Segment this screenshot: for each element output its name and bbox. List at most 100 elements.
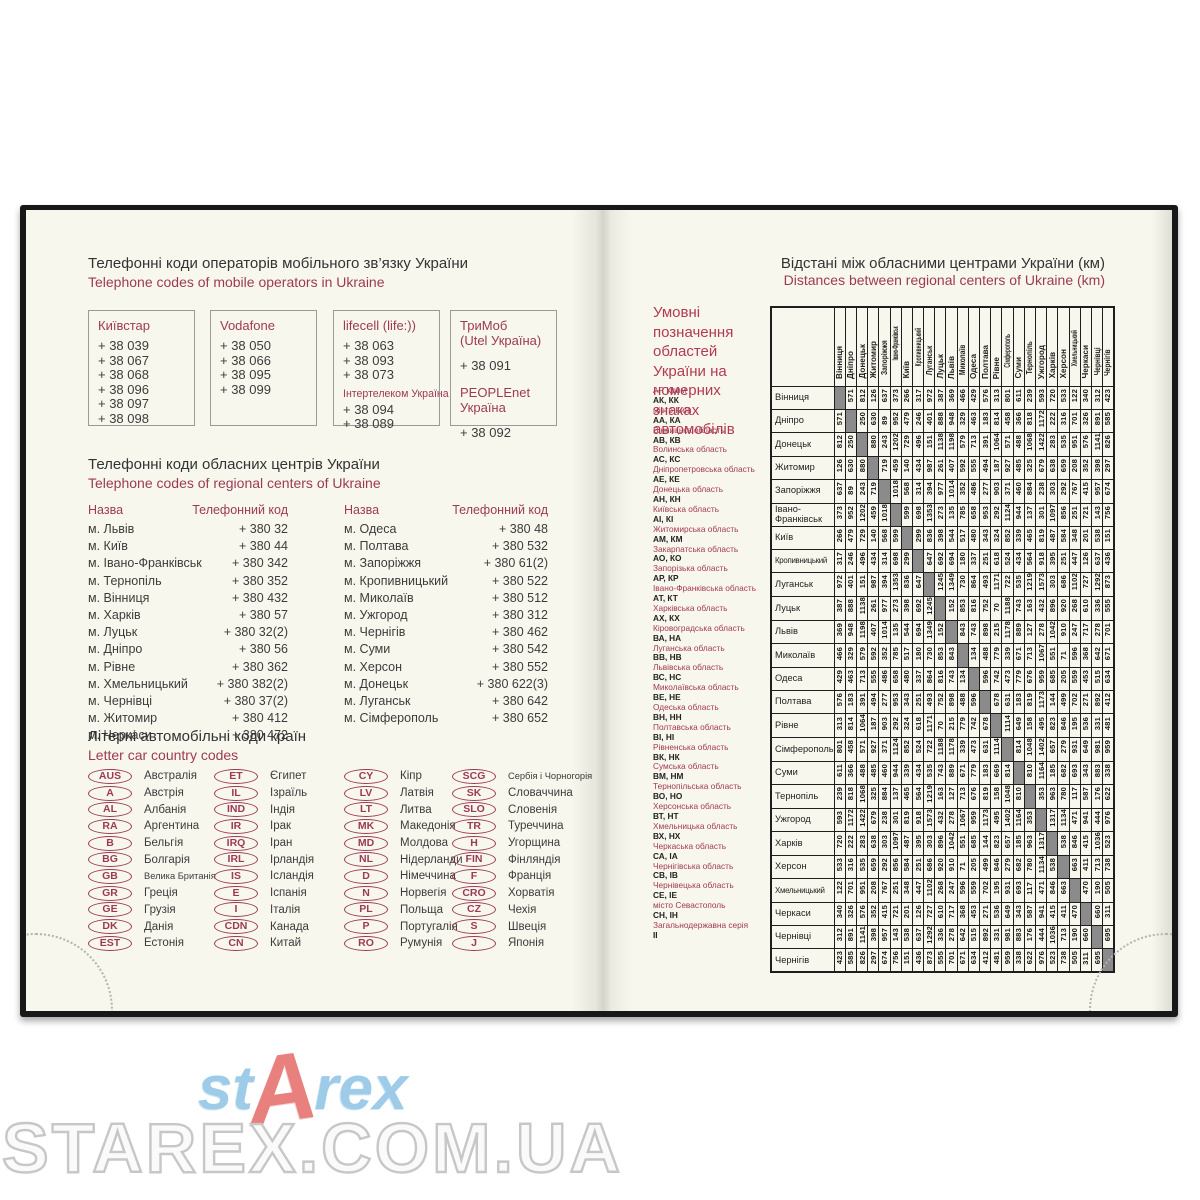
- distance-value: 1102: [924, 879, 934, 897]
- country-code-oval: SLO: [452, 802, 496, 818]
- matrix-distance-cell: 368: [956, 901, 969, 926]
- matrix-row-label: Харків: [770, 831, 835, 857]
- distance-value: 311: [1103, 904, 1113, 918]
- matrix-distance-cell: 311: [1079, 948, 1092, 973]
- matrix-distance-cell: 366: [1012, 408, 1025, 434]
- matrix-distance-cell: 918: [1034, 549, 1048, 574]
- matrix-distance-cell: 201: [1079, 526, 1092, 551]
- matrix-distance-cell: 135: [945, 502, 958, 528]
- country-code-row: CY Кіпр: [344, 768, 463, 785]
- matrix-distance-cell: 1018: [889, 478, 902, 504]
- matrix-distance-cell: 277: [878, 690, 891, 715]
- operator-phone-code: + 38 096: [98, 381, 149, 397]
- matrix-distance-cell: 336: [934, 924, 947, 950]
- matrix-column-header-label: Вінниця: [835, 345, 845, 379]
- distance-value: 592: [868, 646, 878, 660]
- matrix-distance-cell: 801: [1001, 385, 1014, 410]
- matrix-distance-cell: 814: [844, 713, 857, 738]
- city-phone-code: + 380 382(2): [216, 676, 288, 691]
- matrix-distance-cell: 176: [1090, 783, 1104, 809]
- matrix-distance-cell: 466: [833, 643, 846, 669]
- distance-value: 517: [902, 646, 912, 660]
- city-name: м. Тернопіль: [88, 573, 162, 588]
- distance-value: 630: [846, 458, 856, 472]
- legend-plate-codes: СВ, ІВ: [653, 870, 678, 881]
- matrix-distance-cell: 1173: [979, 807, 992, 833]
- distance-value: 555: [1103, 599, 1113, 613]
- matrix-distance-cell: 126: [867, 385, 880, 410]
- matrix-distance-cell: 89: [844, 478, 857, 504]
- country-code-row: I Італія: [214, 902, 314, 919]
- name-column-header: Назва: [344, 503, 380, 517]
- distance-value: 823: [1047, 716, 1057, 730]
- distance-value: 717: [947, 904, 957, 918]
- distance-value: 618: [991, 552, 1001, 566]
- distance-value: 515: [1092, 669, 1102, 684]
- matrix-distance-cell: 261: [934, 455, 947, 480]
- operator-phone-code: + 38 099: [220, 381, 271, 397]
- distance-value: 398: [935, 529, 945, 543]
- legend-plate-codes: ВМ, НМ: [653, 771, 684, 782]
- distance-value: 719: [879, 458, 889, 472]
- distance-value: 1422: [857, 808, 867, 827]
- distance-value: 752: [935, 693, 945, 707]
- distance-table: Вінниця Дніпро Донецьк Житомир Запоріжжя Іван…: [770, 306, 1115, 974]
- country-code-oval: DK: [88, 919, 132, 935]
- distance-value: 336: [1092, 599, 1102, 613]
- distance-value: 151: [1103, 529, 1113, 543]
- distance-value: 1245: [935, 573, 945, 591]
- distance-value: 247: [947, 881, 957, 895]
- regional-codes-table-right: Назва Телефонний код м. Одеса + 380 48 м. …: [344, 503, 548, 728]
- distance-value: 693: [1014, 881, 1024, 895]
- matrix-diagonal-cell: [967, 667, 981, 692]
- distance-value: 494: [980, 458, 990, 472]
- matrix-distance-cell: 743: [967, 619, 981, 645]
- matrix-distance-cell: 977: [934, 478, 947, 504]
- regional-codes-title-uk: Телефонні коди обласних центрів України: [88, 456, 380, 473]
- legend-region-name: Тернопільська область: [653, 781, 742, 792]
- distance-value: 314: [913, 482, 923, 496]
- distance-value: 336: [935, 927, 945, 942]
- matrix-distance-cell: 239: [1023, 385, 1036, 410]
- matrix-distance-cell: 135: [889, 619, 902, 645]
- distance-value: 239: [1025, 388, 1035, 402]
- distance-value: 458: [1003, 411, 1013, 426]
- regional-code-row: м. Полтава + 380 532: [344, 539, 548, 556]
- distance-value: 743: [1014, 599, 1024, 613]
- city-name: м. Дніпро: [88, 642, 143, 657]
- distance-value: 283: [1047, 435, 1057, 449]
- matrix-row: Чернівці 312 891 1141 398 957 143 538 637 1292 336…: [770, 924, 1115, 950]
- distance-value: 1173: [980, 808, 990, 827]
- matrix-distance-cell: 415: [878, 901, 891, 926]
- operator-phone-code: + 38 093: [343, 352, 394, 368]
- matrix-distance-cell: 127: [945, 783, 958, 809]
- matrix-column-header: Хмельницький: [1068, 306, 1081, 387]
- matrix-distance-cell: 1573: [1034, 572, 1048, 597]
- distance-value: 1097: [1047, 503, 1057, 522]
- distance-value: 117: [1025, 881, 1035, 895]
- matrix-distance-cell: 324: [900, 713, 913, 738]
- distance-value: 246: [846, 552, 856, 566]
- matrix-distance-cell: 622: [1102, 783, 1115, 809]
- page-edge-shadow: [1152, 210, 1172, 1011]
- matrix-distance-cell: 434: [911, 455, 925, 480]
- matrix-distance-cell: 243: [855, 478, 869, 504]
- matrix-distance-cell: 268: [934, 878, 947, 903]
- distance-value: 329: [846, 646, 856, 660]
- distance-value: 205: [1058, 669, 1068, 684]
- matrix-distance-cell: 1048: [1001, 783, 1014, 809]
- matrix-distance-cell: 729: [855, 526, 869, 551]
- distance-value: 903: [991, 482, 1001, 496]
- distance-value: 373: [835, 505, 845, 519]
- matrix-distance-cell: 144: [979, 831, 992, 857]
- distance-value: 352: [879, 646, 889, 660]
- distance-value: 637: [913, 927, 923, 942]
- country-name: Аргентина: [144, 820, 200, 833]
- distance-value: 185: [1014, 834, 1024, 848]
- distance-value: 466: [835, 646, 845, 660]
- matrix-distance-cell: 576: [1079, 432, 1092, 457]
- mobile-codes-title-uk: Телефонні коди операторів мобільного зв’…: [88, 255, 469, 272]
- matrix-distance-cell: 743: [945, 667, 958, 692]
- matrix-row-label: Київ: [770, 526, 835, 551]
- matrix-distance-cell: 551: [1046, 643, 1059, 669]
